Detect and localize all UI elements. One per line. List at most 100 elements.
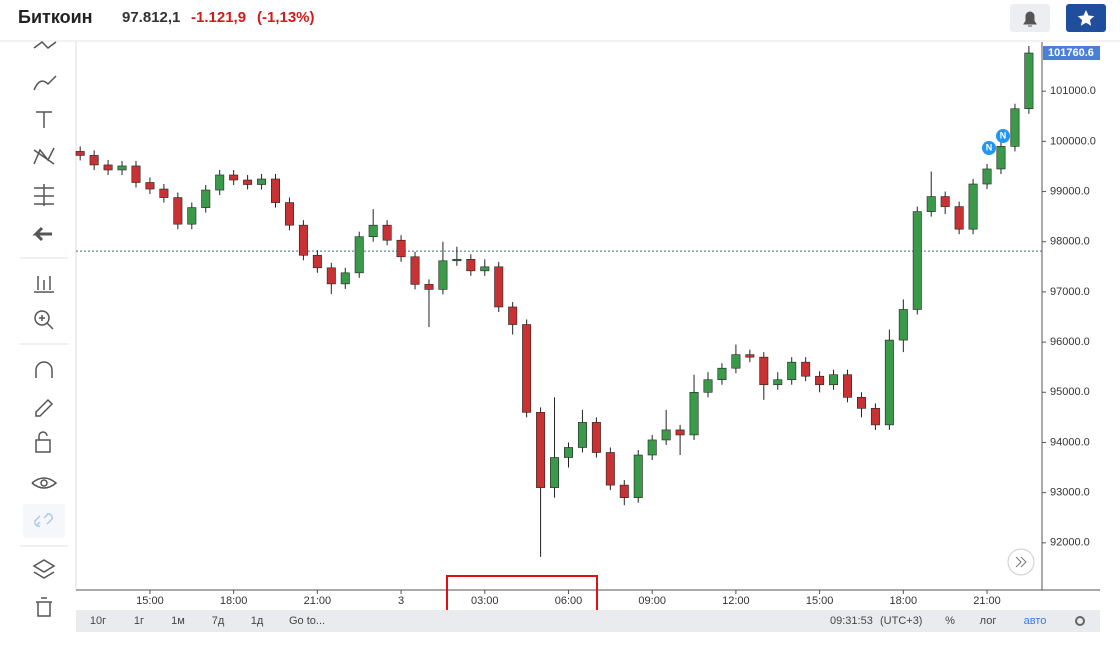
candle-body (717, 367, 727, 381)
candle-body (89, 155, 99, 166)
x-tick-label: 21:00 (304, 595, 332, 607)
last-price-box (1043, 46, 1100, 61)
candle-body (843, 374, 853, 398)
y-tick-label: 92000.0 (1050, 537, 1090, 549)
range-button[interactable]: 1м (171, 615, 185, 627)
x-tick-label: 03:00 (471, 595, 499, 607)
timezone[interactable]: (UTC+3) (880, 615, 922, 627)
candle-body (647, 439, 657, 456)
candle-body (759, 356, 769, 386)
news-marker-label: N (1000, 130, 1007, 140)
candle-body (438, 260, 448, 290)
candle-body (689, 391, 699, 436)
y-tick-label: 99000.0 (1050, 185, 1090, 197)
y-tick-label: 100000.0 (1050, 135, 1096, 147)
goto-button[interactable]: Go to... (289, 615, 325, 627)
settings-icon[interactable] (1075, 616, 1085, 626)
candle-body (159, 188, 169, 198)
tool-icons (31, 41, 58, 617)
candle-body (452, 258, 462, 262)
y-tick-label: 95000.0 (1050, 386, 1090, 398)
left-toolbar (0, 42, 68, 632)
log-button[interactable]: лог (980, 615, 997, 627)
news-marker[interactable] (996, 129, 1010, 143)
star-icon (1077, 10, 1095, 26)
candle-body (368, 224, 378, 238)
candle-body (382, 224, 392, 241)
candle-body (926, 196, 936, 212)
change: -1.121,9 (191, 9, 246, 26)
candle-body (201, 189, 211, 208)
candle-body (354, 236, 364, 274)
candle-body (591, 422, 601, 453)
candle-body (536, 412, 546, 488)
auto-button[interactable]: авто (1024, 615, 1047, 627)
x-tick-label: 09:00 (638, 595, 666, 607)
candle-body (968, 183, 978, 230)
candle-body (856, 396, 866, 409)
title: Биткоин (18, 7, 93, 27)
clock: 09:31:53 (830, 615, 873, 627)
y-tick-label: 97000.0 (1050, 286, 1090, 298)
x-tick-label: 15:00 (806, 595, 834, 607)
candle-body (564, 447, 573, 458)
y-tick-label: 98000.0 (1050, 236, 1090, 248)
candle-body (829, 374, 839, 386)
candle-body (996, 146, 1006, 170)
x-tick-label: 18:00 (890, 595, 918, 607)
last-price-label: 101760.6 (1048, 47, 1094, 59)
news-marker[interactable] (982, 141, 996, 155)
candle-body (787, 361, 797, 381)
candle-body (494, 266, 504, 308)
scroll-icon (1015, 556, 1027, 568)
candle-body (215, 174, 225, 191)
candle-body (619, 484, 629, 498)
candle-body (243, 179, 253, 185)
candle-body (912, 211, 922, 310)
active-tool[interactable] (23, 504, 65, 538)
x-tick-label: 21:00 (973, 595, 1001, 607)
candle-body (396, 239, 406, 258)
price: 97.812,1 (122, 9, 180, 26)
plot: 92000.0 93000.0 94000.0 95000.0 96000.0 97000… (75, 46, 1100, 607)
range-button[interactable]: 1д (251, 615, 264, 627)
candle-body (731, 354, 741, 369)
candle-body (117, 165, 127, 171)
range-button[interactable]: 7д (212, 615, 225, 627)
candle-body (229, 174, 239, 181)
candle-body (605, 452, 615, 486)
y-tick-label: 93000.0 (1050, 487, 1090, 499)
candle-body (1024, 52, 1034, 110)
range-button[interactable]: 10г (90, 615, 106, 627)
x-tick-label: 15:00 (136, 595, 164, 607)
candle-body (870, 408, 880, 426)
candle-body (815, 375, 825, 386)
candle-body (257, 178, 267, 185)
candle-body (410, 256, 420, 285)
y-tick-label: 101000.0 (1050, 85, 1096, 97)
candle-body (982, 168, 992, 185)
candle-body (1010, 108, 1020, 147)
header (0, 0, 1120, 40)
percent-button[interactable]: % (945, 615, 955, 627)
candle-body (675, 429, 685, 436)
candle-body (633, 454, 643, 498)
candle-body (173, 197, 183, 225)
candle-body (131, 165, 141, 183)
y-tick-label: 94000.0 (1050, 436, 1090, 448)
candle-body (326, 267, 336, 285)
range-button[interactable]: 1г (134, 615, 144, 627)
change-pct: (-1,13%) (257, 9, 315, 26)
candle-body (703, 379, 713, 393)
x-tick-label: 12:00 (722, 595, 750, 607)
x-tick-label: 3 (398, 595, 404, 607)
candle-body (271, 178, 280, 203)
candle-body (284, 202, 294, 226)
candle-body (661, 429, 671, 441)
candle-body (577, 422, 587, 448)
candle-body (424, 284, 434, 290)
candle-body (466, 258, 476, 272)
candle-body (940, 196, 950, 207)
